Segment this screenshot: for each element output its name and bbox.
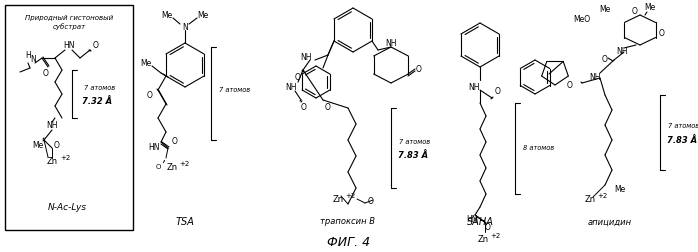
- Text: O: O: [495, 86, 501, 96]
- Text: SAHA: SAHA: [466, 217, 493, 227]
- Text: N-Ac-Lys: N-Ac-Lys: [47, 204, 87, 212]
- Text: NH: NH: [285, 83, 297, 92]
- Text: O: O: [567, 80, 573, 89]
- Text: 8 атомов: 8 атомов: [523, 145, 554, 151]
- Text: NH: NH: [468, 82, 480, 91]
- Text: O: O: [295, 74, 301, 82]
- Text: N: N: [182, 22, 188, 32]
- Text: Me: Me: [32, 141, 43, 149]
- Text: +2: +2: [60, 155, 70, 161]
- Text: трапоксин B: трапоксин B: [320, 217, 376, 227]
- Text: O: O: [325, 103, 331, 111]
- Text: HN: HN: [148, 143, 160, 152]
- Text: Me: Me: [614, 185, 625, 195]
- Text: NH: NH: [46, 121, 58, 131]
- Text: NH: NH: [589, 74, 601, 82]
- Text: Zn: Zn: [166, 164, 177, 173]
- Text: H: H: [25, 51, 31, 60]
- Text: O: O: [659, 28, 665, 38]
- Text: NH: NH: [616, 47, 628, 56]
- Text: Zn: Zn: [47, 158, 57, 167]
- Text: 7.83 Å: 7.83 Å: [667, 136, 697, 145]
- Text: NH: NH: [300, 52, 312, 61]
- Text: Me: Me: [198, 11, 209, 19]
- Text: Me: Me: [161, 11, 172, 19]
- Text: +2: +2: [597, 193, 607, 199]
- Text: HN: HN: [64, 42, 75, 50]
- Text: Zn: Zn: [584, 196, 595, 205]
- Text: O: O: [485, 223, 491, 232]
- Text: субстрат: субстрат: [52, 24, 86, 30]
- Text: 7 атомов: 7 атомов: [668, 123, 698, 130]
- Text: 7.32 Å: 7.32 Å: [82, 98, 112, 107]
- Text: O: O: [172, 138, 178, 146]
- Text: Природный гистоновый: Природный гистоновый: [25, 15, 113, 21]
- Text: O: O: [54, 141, 60, 149]
- Text: ФИГ. 4: ФИГ. 4: [327, 236, 371, 248]
- Text: NH: NH: [385, 39, 396, 47]
- Text: O: O: [301, 103, 307, 111]
- Text: N: N: [30, 55, 36, 65]
- Text: TSA: TSA: [176, 217, 195, 227]
- Text: +2: +2: [490, 233, 500, 239]
- Text: Zn: Zn: [477, 236, 489, 244]
- Text: Me: Me: [644, 4, 655, 13]
- Text: Zn: Zn: [332, 196, 343, 205]
- Text: O: O: [632, 8, 638, 16]
- Text: HN: HN: [466, 214, 477, 224]
- Text: MeO: MeO: [574, 16, 591, 24]
- Text: 7 атомов: 7 атомов: [219, 87, 250, 93]
- Text: апицидин: апицидин: [588, 217, 632, 227]
- Text: +2: +2: [345, 193, 355, 199]
- Text: O: O: [416, 66, 422, 75]
- Text: O: O: [43, 69, 49, 78]
- Text: O: O: [602, 55, 608, 65]
- Text: Me: Me: [140, 59, 151, 69]
- Text: O: O: [156, 164, 161, 170]
- Text: 7 атомов: 7 атомов: [84, 85, 115, 91]
- Text: O: O: [368, 198, 374, 206]
- Text: 7.83 Å: 7.83 Å: [398, 151, 428, 161]
- Bar: [5, 5, 133, 230]
- Text: 7 атомов: 7 атомов: [399, 139, 430, 145]
- Text: O: O: [147, 91, 153, 101]
- Text: Me: Me: [600, 6, 611, 15]
- Text: O: O: [93, 42, 99, 50]
- Text: +2: +2: [179, 161, 189, 167]
